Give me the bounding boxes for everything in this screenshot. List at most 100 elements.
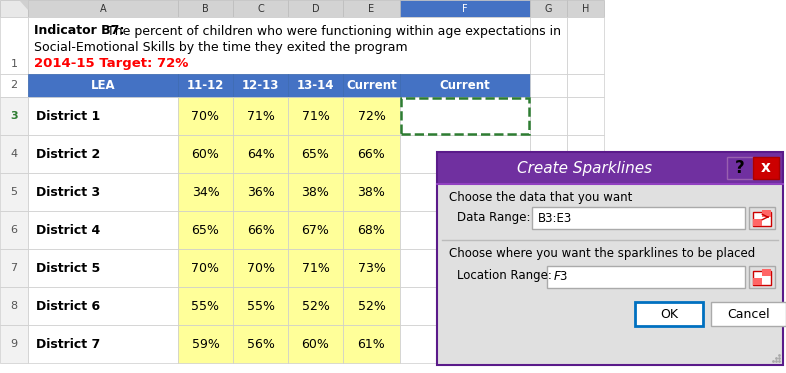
Bar — [530, 211, 567, 249]
Text: 9: 9 — [10, 339, 17, 349]
Text: B: B — [202, 3, 209, 13]
Text: 60%: 60% — [192, 147, 219, 160]
Bar — [567, 325, 604, 363]
Text: 61%: 61% — [358, 338, 385, 351]
Text: The percent of children who were functioning within age expectations in: The percent of children who were functio… — [107, 25, 561, 38]
Text: 52%: 52% — [302, 300, 329, 313]
Bar — [28, 325, 178, 363]
Bar — [0, 97, 28, 135]
Bar — [753, 271, 771, 285]
Bar — [233, 249, 288, 287]
Bar — [0, 17, 28, 74]
Text: F: F — [462, 3, 468, 13]
Bar — [233, 0, 288, 17]
Text: 72%: 72% — [358, 110, 385, 122]
Text: Cancel: Cancel — [727, 307, 769, 320]
Bar — [288, 173, 343, 211]
Bar — [567, 249, 604, 287]
Text: 2: 2 — [10, 81, 17, 91]
Text: C: C — [257, 3, 264, 13]
Bar — [530, 0, 567, 17]
Text: 71%: 71% — [247, 110, 274, 122]
Bar — [762, 269, 771, 276]
Bar — [0, 74, 28, 97]
Bar — [178, 135, 233, 173]
Text: 34%: 34% — [192, 185, 219, 198]
Bar — [567, 97, 604, 135]
Bar — [530, 325, 567, 363]
Bar — [28, 97, 178, 135]
Bar — [288, 74, 343, 97]
Bar — [530, 74, 567, 97]
Bar — [400, 211, 530, 249]
Bar — [178, 249, 233, 287]
Bar — [0, 0, 28, 17]
Bar — [400, 325, 530, 363]
Text: 13-14: 13-14 — [297, 79, 334, 92]
Bar — [233, 173, 288, 211]
Text: Current: Current — [346, 79, 397, 92]
Bar — [233, 287, 288, 325]
Bar — [343, 249, 400, 287]
Bar — [753, 278, 762, 285]
Bar — [437, 184, 783, 365]
Bar — [28, 173, 178, 211]
Bar — [567, 135, 604, 173]
Bar — [530, 135, 567, 173]
Text: Social-Emotional Skills by the time they exited the program: Social-Emotional Skills by the time they… — [34, 41, 408, 53]
Bar — [400, 97, 530, 135]
Bar — [178, 97, 233, 135]
Text: 1: 1 — [10, 59, 17, 69]
Text: 7: 7 — [10, 263, 17, 273]
Bar — [0, 135, 28, 173]
Text: 36%: 36% — [247, 185, 274, 198]
Bar — [288, 0, 343, 17]
Text: Data Range:: Data Range: — [457, 210, 531, 223]
Text: A: A — [100, 3, 106, 13]
Bar — [400, 135, 530, 173]
Bar — [635, 302, 703, 326]
Bar — [400, 74, 530, 97]
Text: x: x — [761, 160, 771, 176]
Bar — [567, 211, 604, 249]
Bar — [400, 173, 530, 211]
Text: 68%: 68% — [358, 223, 385, 236]
Bar — [178, 173, 233, 211]
Bar — [727, 157, 753, 179]
Text: 55%: 55% — [247, 300, 274, 313]
Bar — [0, 211, 28, 249]
Text: B3:E3: B3:E3 — [538, 211, 572, 225]
Text: District 4: District 4 — [36, 223, 101, 236]
Bar — [178, 74, 233, 97]
Bar — [0, 325, 28, 363]
Bar — [547, 266, 745, 288]
Text: Create Sparklines: Create Sparklines — [517, 160, 652, 176]
Bar — [28, 135, 178, 173]
Bar — [0, 173, 28, 211]
Text: 70%: 70% — [192, 110, 219, 122]
Text: 3: 3 — [10, 111, 18, 121]
Bar — [567, 287, 604, 325]
Text: District 2: District 2 — [36, 147, 101, 160]
Text: 71%: 71% — [302, 261, 329, 275]
Bar — [233, 211, 288, 249]
Text: 38%: 38% — [358, 185, 385, 198]
Text: District 3: District 3 — [36, 185, 100, 198]
Text: LEA: LEA — [90, 79, 116, 92]
Text: 55%: 55% — [192, 300, 219, 313]
Text: OK: OK — [660, 307, 678, 320]
Text: Choose where you want the sparklines to be placed: Choose where you want the sparklines to … — [449, 248, 755, 260]
Text: 52%: 52% — [358, 300, 385, 313]
Bar — [288, 249, 343, 287]
Bar — [178, 325, 233, 363]
Bar — [343, 135, 400, 173]
Bar — [288, 325, 343, 363]
Bar — [28, 211, 178, 249]
Bar — [762, 210, 771, 217]
Text: 8: 8 — [10, 301, 17, 311]
Text: 70%: 70% — [247, 261, 274, 275]
Text: 2014-15 Target: 72%: 2014-15 Target: 72% — [34, 57, 189, 70]
Bar — [530, 287, 567, 325]
Bar — [343, 287, 400, 325]
Text: District 5: District 5 — [36, 261, 101, 275]
